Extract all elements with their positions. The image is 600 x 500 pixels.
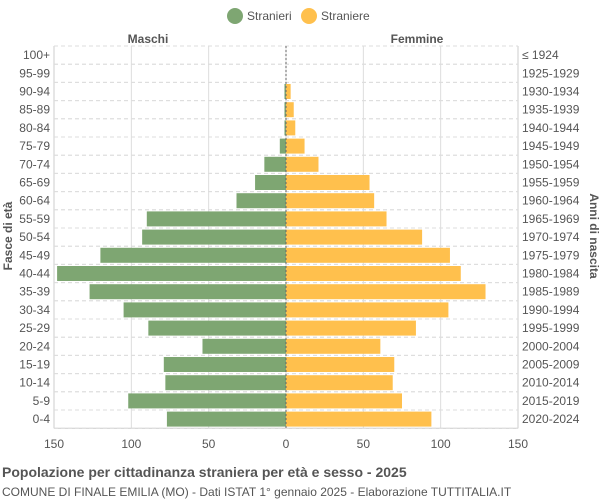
bar-male-35-39: [89, 284, 286, 300]
birth-year-label: 1950-1954: [522, 157, 580, 171]
age-label: 45-49: [19, 248, 50, 262]
legend-marker-stranieri: [227, 8, 243, 24]
bar-male-10-14: [165, 375, 286, 391]
age-label: 55-59: [19, 212, 50, 226]
age-label: 70-74: [19, 157, 50, 171]
birth-year-label: 2005-2009: [522, 358, 580, 372]
age-label: 30-34: [19, 303, 50, 317]
birth-year-label: 1925-1929: [522, 66, 580, 80]
bar-male-90-94: [284, 84, 286, 99]
birth-year-label: 1945-1949: [522, 139, 580, 153]
bar-male-45-49: [100, 247, 287, 263]
x-tick-label: 100: [121, 437, 141, 451]
bar-male-30-34: [123, 302, 286, 318]
age-label: 35-39: [19, 285, 50, 299]
birth-year-label: 1955-1959: [522, 176, 580, 190]
bar-male-75-79: [279, 138, 286, 154]
age-label: 75-79: [19, 139, 50, 153]
bar-female-50-54: [286, 229, 423, 245]
x-tick-label: 150: [508, 437, 528, 451]
birth-year-label: 1930-1934: [522, 85, 580, 99]
y-axis-label-left: Fasce di età: [1, 201, 15, 270]
birth-year-label: 1935-1939: [522, 103, 580, 117]
x-tick-label: 150: [44, 437, 64, 451]
bar-female-35-39: [286, 284, 486, 300]
age-label: 50-54: [19, 230, 50, 244]
birth-year-label: 1970-1974: [522, 230, 580, 244]
birth-year-label: 1965-1969: [522, 212, 580, 226]
bar-male-40-44: [57, 266, 286, 281]
right-header: Femmine: [391, 32, 444, 46]
x-tick-label: 50: [357, 437, 371, 451]
bar-female-70-74: [286, 156, 319, 172]
bar-female-5-9: [286, 393, 402, 409]
legend-marker-straniere: [301, 8, 317, 24]
bar-male-15-19: [163, 357, 286, 372]
bar-male-70-74: [264, 156, 286, 172]
birth-year-label: 1960-1964: [522, 194, 580, 208]
birth-year-label: 1995-1999: [522, 321, 580, 335]
birth-year-label: 1985-1989: [522, 285, 580, 299]
age-label: 80-84: [19, 121, 50, 135]
birth-year-label: 1980-1984: [522, 267, 580, 281]
birth-year-label: 2020-2024: [522, 412, 580, 426]
chart-title: Popolazione per cittadinanza straniera p…: [2, 464, 407, 480]
age-label: 0-4: [33, 412, 51, 426]
birth-year-label: 1940-1944: [522, 121, 580, 135]
age-label: 40-44: [19, 267, 50, 281]
legend-label-stranieri: Stranieri: [247, 9, 292, 23]
birth-year-label: 2015-2019: [522, 394, 580, 408]
y-axis-label-right: Anni di nascita: [587, 193, 600, 279]
x-tick-label: 100: [431, 437, 451, 451]
bar-female-80-84: [286, 120, 296, 136]
birth-year-label: 1975-1979: [522, 248, 580, 262]
bar-female-15-19: [286, 357, 395, 372]
bar-male-25-29: [148, 320, 286, 336]
age-label: 60-64: [19, 194, 50, 208]
bar-female-25-29: [286, 320, 416, 336]
birth-year-label: 1990-1994: [522, 303, 580, 317]
bar-female-90-94: [286, 84, 291, 99]
age-label: 5-9: [33, 394, 51, 408]
bar-female-60-64: [286, 193, 375, 209]
bar-male-5-9: [128, 393, 286, 409]
age-label: 25-29: [19, 321, 50, 335]
bar-female-0-4: [286, 411, 432, 427]
x-tick-label: 50: [202, 437, 216, 451]
bar-male-55-59: [146, 211, 286, 227]
age-label: 20-24: [19, 339, 50, 353]
age-label: 65-69: [19, 176, 50, 190]
bar-female-55-59: [286, 211, 387, 227]
bar-male-0-4: [166, 411, 286, 427]
bar-female-85-89: [286, 102, 294, 118]
birth-year-label: 2010-2014: [522, 376, 580, 390]
bar-male-85-89: [284, 102, 286, 118]
age-label: 85-89: [19, 103, 50, 117]
bar-female-30-34: [286, 302, 449, 318]
bar-female-20-24: [286, 338, 381, 354]
bar-female-45-49: [286, 247, 450, 263]
age-label: 15-19: [19, 358, 50, 372]
left-header: Maschi: [128, 32, 169, 46]
bar-male-20-24: [202, 338, 286, 354]
bar-female-75-79: [286, 138, 305, 154]
age-label: 95-99: [19, 66, 50, 80]
bar-female-40-44: [286, 266, 461, 281]
bar-female-10-14: [286, 375, 393, 391]
age-label: 90-94: [19, 85, 50, 99]
chart-subtitle: COMUNE DI FINALE EMILIA (MO) - Dati ISTA…: [2, 485, 512, 499]
age-label: 10-14: [19, 376, 50, 390]
legend-label-straniere: Straniere: [321, 9, 370, 23]
birth-year-label: ≤ 1924: [522, 48, 559, 62]
age-label: 100+: [23, 48, 50, 62]
bar-female-65-69: [286, 175, 370, 190]
bar-male-50-54: [142, 229, 286, 245]
x-tick-label: 0: [283, 437, 290, 451]
bar-male-60-64: [236, 193, 286, 209]
birth-year-label: 2000-2004: [522, 339, 580, 353]
bar-male-80-84: [284, 120, 286, 136]
bar-male-65-69: [255, 175, 286, 190]
